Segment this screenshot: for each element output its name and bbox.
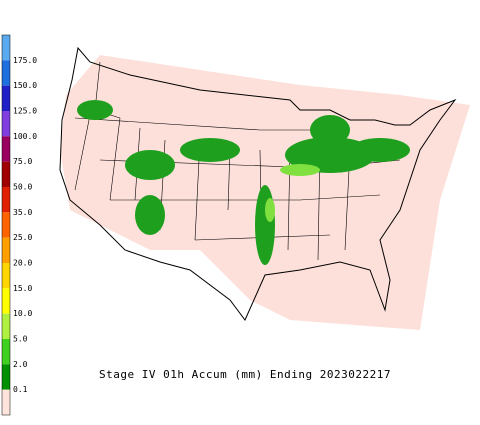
us-outline bbox=[59, 46, 457, 321]
color-swatch bbox=[2, 364, 10, 390]
color-swatch bbox=[2, 313, 10, 339]
legend-label: 50.0 bbox=[13, 183, 32, 192]
legend-label: 15.0 bbox=[13, 284, 32, 293]
legend-label: 20.0 bbox=[13, 259, 32, 268]
color-swatch bbox=[2, 161, 10, 187]
legend-label: 10.0 bbox=[13, 309, 32, 318]
color-swatch bbox=[2, 339, 10, 365]
map-title: Stage IV 01h Accum (mm) Ending 202302221… bbox=[99, 368, 391, 381]
legend-label: 100.0 bbox=[13, 132, 37, 141]
legend-label: 5.0 bbox=[13, 335, 28, 344]
legend-label: 75.0 bbox=[13, 157, 32, 166]
legend-label: 0.1 bbox=[13, 385, 28, 394]
precip-heavy bbox=[265, 164, 320, 222]
color-swatch bbox=[2, 136, 10, 162]
color-swatch bbox=[2, 111, 10, 137]
colorbar-frame bbox=[1, 34, 11, 416]
map bbox=[59, 46, 470, 330]
color-swatch bbox=[2, 187, 10, 213]
color-swatch bbox=[2, 288, 10, 314]
legend-label: 35.0 bbox=[13, 208, 32, 217]
legend-label: 2.0 bbox=[13, 360, 28, 369]
color-swatch bbox=[2, 60, 10, 86]
legend-label: 25.0 bbox=[13, 233, 32, 242]
color-swatch bbox=[2, 85, 10, 111]
color-swatch bbox=[2, 237, 10, 263]
color-swatch bbox=[2, 35, 10, 61]
color-swatch bbox=[2, 389, 10, 415]
legend-label: 125.0 bbox=[13, 107, 37, 116]
precip-areas bbox=[77, 100, 410, 265]
color-swatch bbox=[2, 263, 10, 289]
legend-label: 175.0 bbox=[13, 56, 37, 65]
color-swatch bbox=[2, 212, 10, 238]
legend: 175.0 150.0 125.0 100.0 75.0 50.0 35.0 25.0 20.0… bbox=[1, 34, 37, 416]
legend-label: 150.0 bbox=[13, 81, 37, 90]
